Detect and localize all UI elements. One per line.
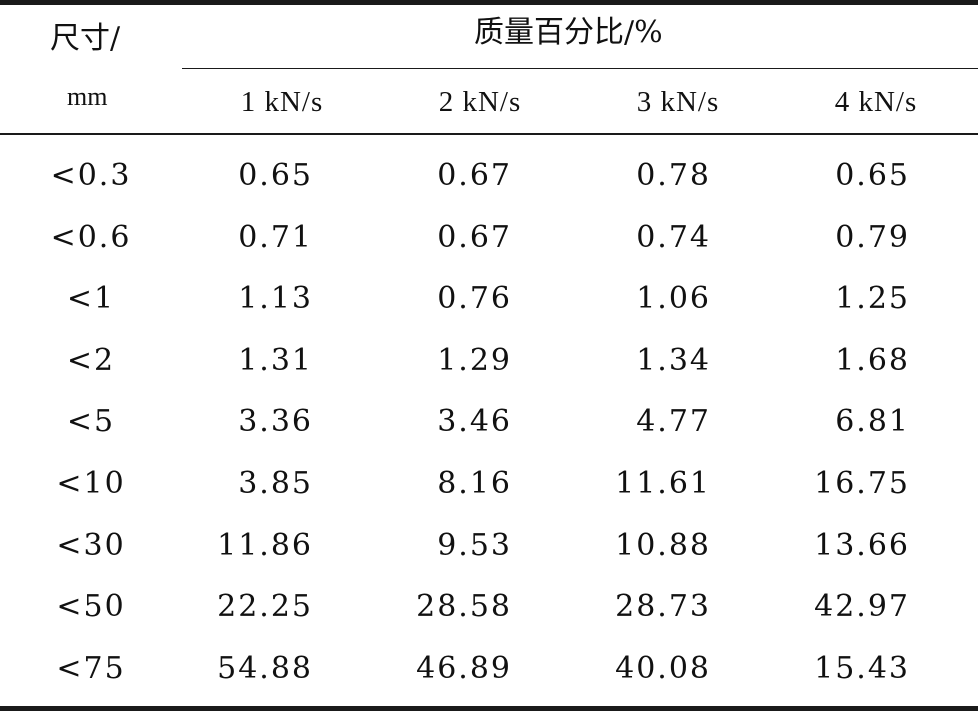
value-cell: 0.71 [238, 219, 313, 255]
value-cell: 15.43 [814, 650, 910, 686]
value-cell: 22.25 [217, 589, 313, 625]
table-group-rule [182, 68, 978, 69]
size-cell: <1 [66, 281, 116, 317]
size-cell: <5 [66, 404, 116, 440]
value-cell: 0.74 [636, 219, 711, 255]
table-row: <5 3.36 3.46 4.77 6.81 [0, 391, 978, 453]
table-row: <1 1.13 0.76 1.06 1.25 [0, 268, 978, 330]
value-cell: 0.65 [238, 158, 313, 193]
size-cell: <75 [56, 650, 126, 686]
value-cell: 4.77 [636, 404, 711, 440]
table-top-rule [0, 0, 978, 5]
value-cell: 0.78 [636, 158, 711, 193]
value-cell: 0.76 [437, 281, 512, 317]
table-row: <2 1.31 1.29 1.34 1.68 [0, 330, 978, 392]
value-cell: 3.85 [238, 466, 313, 501]
size-cell: <0.3 [50, 158, 132, 193]
size-cell: <2 [66, 342, 116, 378]
value-cell: 28.58 [416, 589, 512, 625]
value-cell: 1.34 [636, 342, 711, 378]
size-cell: <0.6 [50, 219, 132, 255]
value-cell: 16.75 [814, 466, 910, 501]
table-row: <10 3.85 8.16 11.61 16.75 [0, 453, 978, 515]
table-bottom-rule [0, 706, 978, 711]
value-cell: 1.68 [835, 342, 910, 378]
value-cell: 6.81 [835, 404, 910, 440]
table-row: <75 54.88 46.89 40.08 15.43 [0, 638, 978, 700]
value-cell: 40.08 [615, 650, 711, 686]
column-header-1: 1 kN/s [240, 86, 324, 118]
size-cell: <50 [56, 589, 126, 625]
value-cell: 13.66 [814, 527, 910, 563]
value-cell: 0.67 [437, 219, 512, 255]
table-row: <50 22.25 28.58 28.73 42.97 [0, 576, 978, 638]
value-cell: 1.06 [636, 281, 711, 317]
size-cell: <10 [56, 466, 126, 501]
size-cell: <30 [56, 527, 126, 563]
value-cell: 42.97 [814, 589, 910, 625]
value-cell: 3.36 [238, 404, 313, 440]
value-cell: 54.88 [217, 650, 313, 686]
value-cell: 46.89 [416, 650, 512, 686]
column-header-3: 3 kN/s [636, 86, 720, 118]
value-cell: 1.25 [835, 281, 910, 317]
table-row: <0.3 0.65 0.67 0.78 0.65 [0, 145, 978, 207]
value-cell: 11.86 [217, 527, 313, 563]
column-header-4: 4 kN/s [834, 86, 918, 118]
table-row: <0.6 0.71 0.67 0.74 0.79 [0, 207, 978, 269]
value-cell: 11.61 [615, 466, 711, 501]
value-cell: 8.16 [437, 466, 512, 501]
value-cell: 1.13 [238, 281, 313, 317]
value-cell: 28.73 [615, 589, 711, 625]
size-header: 尺寸/ [50, 21, 121, 56]
value-cell: 0.79 [835, 219, 910, 255]
value-cell: 1.31 [238, 342, 313, 378]
value-cell: 9.53 [437, 527, 512, 563]
value-cell: 3.46 [437, 404, 512, 440]
column-header-2: 2 kN/s [438, 86, 522, 118]
value-cell: 1.29 [437, 342, 512, 378]
table-row: <30 11.86 9.53 10.88 13.66 [0, 515, 978, 577]
size-unit-header: mm [67, 82, 108, 111]
value-cell: 0.65 [835, 158, 910, 193]
value-cell: 0.67 [437, 158, 512, 193]
mass-percentage-header: 质量百分比/% [474, 15, 663, 50]
table-header-rule [0, 133, 978, 135]
value-cell: 10.88 [615, 527, 711, 563]
